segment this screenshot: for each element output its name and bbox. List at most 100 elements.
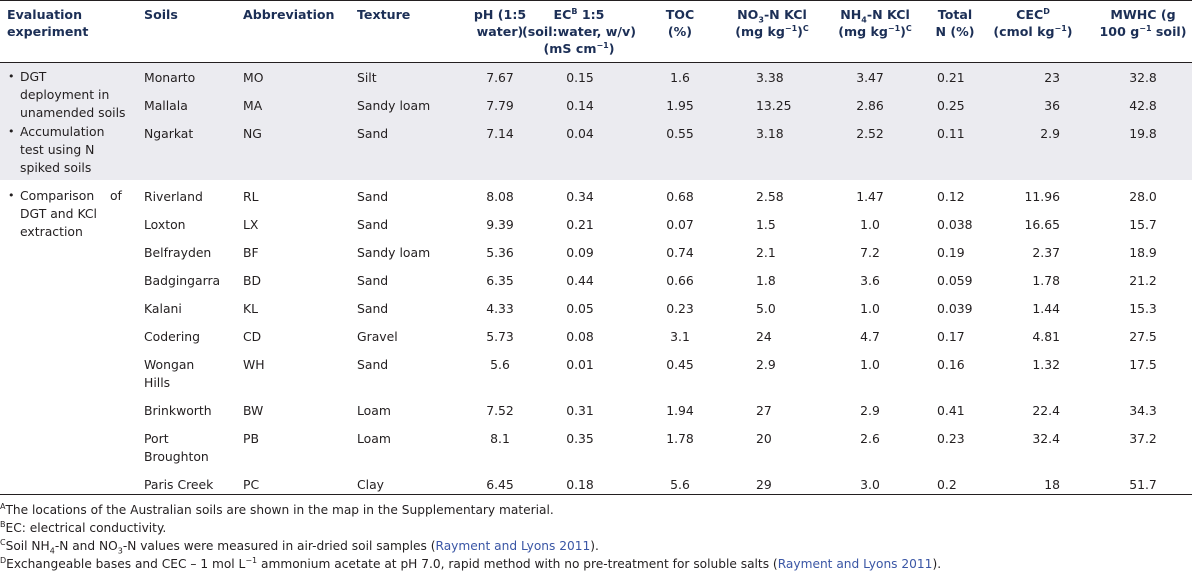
cell-nh4: 7.2: [860, 245, 880, 260]
cell-toc: 5.6: [670, 477, 690, 492]
header-total-n-line2: N (%): [935, 24, 975, 39]
soil-name-line: Loxton: [144, 217, 186, 232]
cell-totaln: 0.2: [937, 477, 957, 492]
cell-nh4: 1.0: [860, 357, 880, 372]
cell-cec: 1.32: [1032, 357, 1060, 372]
soil-name-line: Kalani: [144, 301, 182, 316]
cell-nh4: 3.0: [860, 477, 880, 492]
footnote-d-text: ammonium acetate at pH 7.0, rapid method…: [257, 557, 778, 571]
cell-ph: 5.36: [486, 245, 514, 260]
cell-nh4: 1.0: [860, 301, 880, 316]
cell-texture: Loam: [357, 431, 391, 446]
footnote-a-mark: A: [0, 501, 6, 511]
cell-no3: 27: [756, 403, 772, 418]
cell-abbr: CD: [243, 329, 262, 344]
footnote-c-subscript: 4: [49, 546, 55, 556]
cell-no3: 3.38: [756, 70, 784, 85]
cell-soil: Wongan Hills: [144, 357, 234, 391]
cell-abbr: PB: [243, 431, 259, 446]
header-ec: ECB 1:5 (soil:water, w/v) (mS cm−1): [504, 6, 654, 57]
soil-name-line: Codering: [144, 329, 200, 344]
header-nh4-line1: NH4-N KCl: [815, 6, 935, 24]
cell-cec: 32.4: [1032, 431, 1060, 446]
cell-ec: 0.21: [566, 217, 594, 232]
cell-mwhc: 17.5: [1129, 357, 1157, 372]
cell-no3: 5.0: [756, 301, 776, 316]
header-ec-line3: (mS cm−1): [504, 40, 654, 57]
cell-nh4: 2.9: [860, 403, 880, 418]
cell-ph: 7.52: [486, 403, 514, 418]
cell-soil: Brinkworth: [144, 403, 234, 419]
footnote-d: DExchangeable bases and CEC – 1 mol L−1 …: [0, 556, 941, 572]
header-mwhc-unit: 100 g: [1099, 24, 1140, 39]
cell-soil: Port Broughton: [144, 431, 234, 465]
cell-totaln: 0.19: [937, 245, 965, 260]
soil-name-line: Mallala: [144, 98, 188, 113]
header-total-n: Total N (%): [920, 6, 990, 40]
header-no3-label: NO: [737, 7, 759, 22]
cell-texture: Gravel: [357, 329, 398, 344]
cell-ph: 7.79: [486, 98, 514, 113]
bullet-icon: •: [8, 125, 15, 138]
reference-link[interactable]: Rayment and Lyons 2011: [435, 539, 591, 553]
evaluation-line: extraction: [20, 224, 83, 239]
cell-soil: Mallala: [144, 98, 234, 114]
cell-nh4: 3.6: [860, 273, 880, 288]
soil-name-line: Brinkworth: [144, 403, 212, 418]
table-bottom-rule: [0, 494, 1192, 495]
soil-name-line: Badgingarra: [144, 273, 221, 288]
soil-name-line: Paris Creek: [144, 477, 214, 492]
cell-mwhc: 18.9: [1129, 245, 1157, 260]
cell-ec: 0.08: [566, 329, 594, 344]
cell-ph: 5.6: [490, 357, 510, 372]
footnote-d-exponent: −1: [245, 555, 258, 565]
footnote-a-text: The locations of the Australian soils ar…: [5, 503, 554, 517]
header-toc-line2: (%): [667, 24, 693, 39]
header-ph-line2: water): [476, 24, 524, 39]
footnote-d-text: Exchangeable bases and CEC – 1 mol L: [6, 557, 246, 571]
soil-name-line: Riverland: [144, 189, 203, 204]
cell-ph: 6.35: [486, 273, 514, 288]
header-abbreviation: Abbreviation: [243, 7, 335, 22]
header-no3-unit-close: ): [797, 24, 803, 39]
header-soils: Soils: [144, 7, 178, 22]
cell-ph: 8.08: [486, 189, 514, 204]
cell-soil: Belfrayden: [144, 245, 234, 261]
header-mwhc: MWHC (g 100 g−1 soil): [1094, 6, 1192, 40]
evaluation-item-accumulation-test: Accumulation test using N spiked soils: [20, 124, 104, 176]
soil-name-line: Belfrayden: [144, 245, 212, 260]
cell-texture: Clay: [357, 477, 385, 492]
cell-mwhc: 28.0: [1129, 189, 1157, 204]
cell-no3: 2.9: [756, 357, 776, 372]
header-ec-ratio: 1:5: [577, 7, 605, 22]
cell-texture: Sand: [357, 273, 389, 288]
header-no3-unit: (mg kg: [735, 24, 785, 39]
cell-toc: 0.55: [666, 126, 694, 141]
cell-nh4: 2.52: [856, 126, 884, 141]
evaluation-line: Accumulation: [20, 124, 105, 139]
header-cec-unit-close: ): [1066, 24, 1073, 39]
cell-no3: 24: [756, 329, 772, 344]
header-nh4-unit: (mg kg: [838, 24, 888, 39]
soil-name-line: Monarto: [144, 70, 196, 85]
cell-no3: 20: [756, 431, 772, 446]
reference-link[interactable]: Rayment and Lyons 2011: [777, 557, 933, 571]
cell-soil: Kalani: [144, 301, 234, 317]
cell-texture: Sandy loam: [357, 98, 431, 113]
header-ph-line1: pH (1:5: [473, 7, 527, 22]
cell-mwhc: 27.5: [1129, 329, 1157, 344]
cell-soil: Monarto: [144, 70, 234, 86]
cell-ec: 0.18: [566, 477, 594, 492]
header-bottom-rule: [0, 62, 1192, 63]
cell-totaln: 0.038: [937, 217, 973, 232]
cell-ph: 6.45: [486, 477, 514, 492]
cell-abbr: BD: [243, 273, 262, 288]
cell-abbr: RL: [243, 189, 259, 204]
header-nh4-suffix: -N KCl: [866, 7, 910, 22]
header-cec-unit: (cmol kg: [993, 24, 1055, 39]
header-nh4-label: NH: [840, 7, 862, 22]
cell-mwhc: 15.7: [1129, 217, 1157, 232]
cell-cec: 1.78: [1032, 273, 1060, 288]
header-no3-subscript: 3: [758, 15, 764, 25]
footnote-a: AThe locations of the Australian soils a…: [0, 502, 554, 518]
